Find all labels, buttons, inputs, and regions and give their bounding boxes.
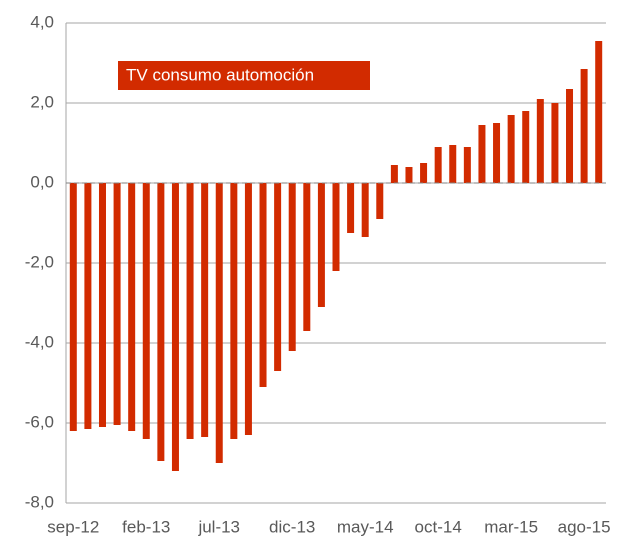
x-tick-label: jul-13 bbox=[197, 517, 240, 536]
bar bbox=[69, 183, 77, 431]
x-tick-label: feb-13 bbox=[122, 517, 170, 536]
bar bbox=[98, 183, 106, 427]
bar bbox=[84, 183, 92, 429]
bar bbox=[361, 183, 369, 237]
bar bbox=[142, 183, 150, 439]
bar bbox=[536, 99, 544, 183]
bar bbox=[376, 183, 384, 219]
x-tick-label: ago-15 bbox=[558, 517, 611, 536]
bar bbox=[434, 147, 442, 183]
bar bbox=[463, 147, 471, 183]
annotation: TV consumo automoción bbox=[126, 65, 314, 84]
bar bbox=[128, 183, 136, 431]
y-tick-label: 2,0 bbox=[30, 92, 54, 111]
bar bbox=[566, 89, 574, 183]
bar bbox=[303, 183, 311, 331]
annotation-box bbox=[118, 61, 370, 90]
y-tick-label: 0,0 bbox=[30, 172, 54, 191]
bar bbox=[230, 183, 238, 439]
x-tick-label: oct-14 bbox=[415, 517, 462, 536]
bar bbox=[332, 183, 340, 271]
bar bbox=[215, 183, 223, 463]
bar bbox=[259, 183, 267, 387]
bar bbox=[595, 41, 603, 183]
y-tick-label: -4,0 bbox=[25, 332, 54, 351]
bar bbox=[390, 165, 398, 183]
x-tick-label: may-14 bbox=[337, 517, 394, 536]
y-tick-label: -6,0 bbox=[25, 412, 54, 431]
bar bbox=[551, 103, 559, 183]
bar bbox=[405, 167, 413, 183]
bar bbox=[171, 183, 179, 471]
bar bbox=[493, 123, 501, 183]
x-tick-label: dic-13 bbox=[269, 517, 315, 536]
bar bbox=[478, 125, 486, 183]
bar bbox=[347, 183, 355, 233]
bar bbox=[580, 69, 588, 183]
bar bbox=[113, 183, 121, 425]
bar bbox=[420, 163, 428, 183]
bar bbox=[157, 183, 165, 461]
x-tick-label: mar-15 bbox=[484, 517, 538, 536]
y-tick-label: -8,0 bbox=[25, 492, 54, 511]
bar bbox=[522, 111, 530, 183]
x-tick-label: sep-12 bbox=[47, 517, 99, 536]
bar bbox=[507, 115, 515, 183]
bar bbox=[274, 183, 282, 371]
y-tick-label: 4,0 bbox=[30, 12, 54, 31]
bar bbox=[288, 183, 296, 351]
y-tick-label: -2,0 bbox=[25, 252, 54, 271]
bar bbox=[244, 183, 252, 435]
bar bbox=[449, 145, 457, 183]
bar bbox=[186, 183, 194, 439]
bar bbox=[201, 183, 209, 437]
bar bbox=[317, 183, 325, 307]
